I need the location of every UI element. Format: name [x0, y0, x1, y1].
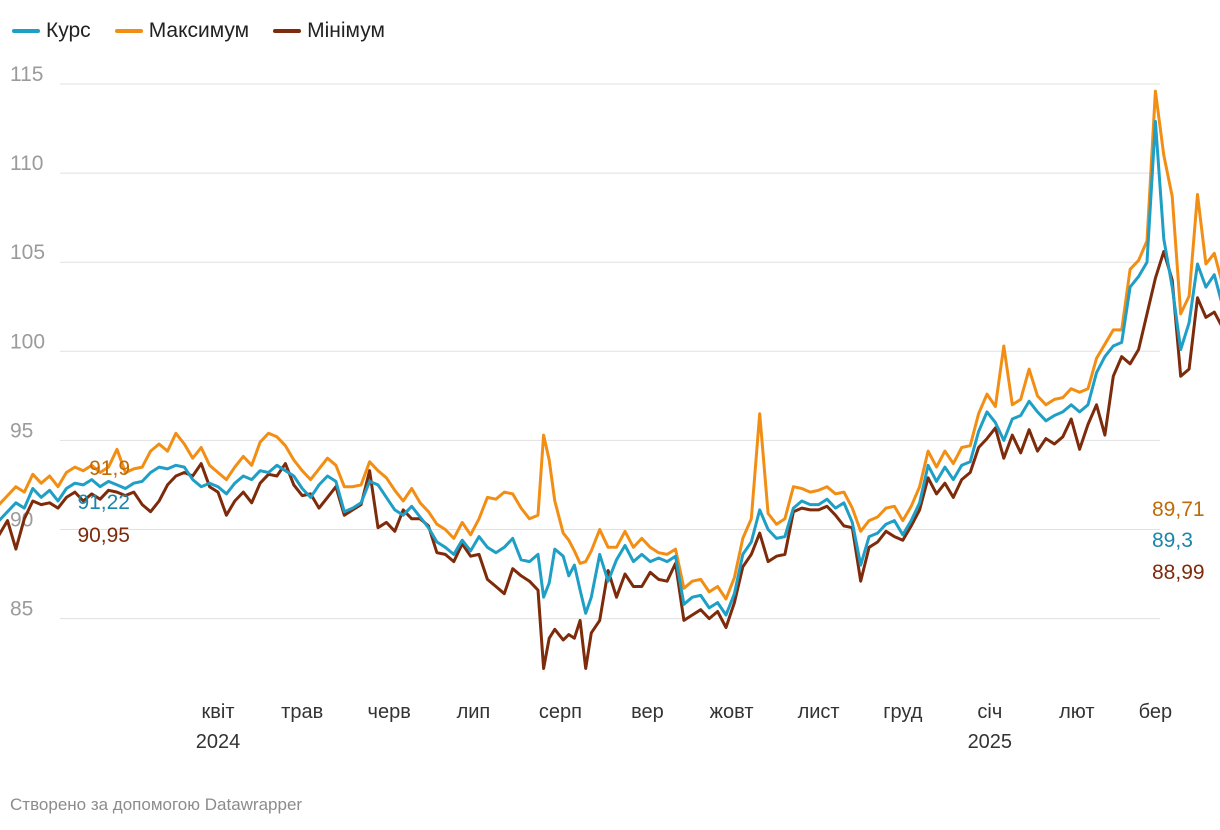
legend-item: Мінімум [273, 19, 385, 43]
credit-text: Створено за допомогою Datawrapper [10, 795, 303, 814]
legend-swatch [12, 29, 40, 33]
series-line [0, 119, 1220, 617]
series-start-label: 91,9 [89, 457, 130, 480]
x-tick-label: жовт [710, 701, 754, 723]
x-tick-label: груд [883, 701, 923, 723]
y-tick-label: 105 [10, 241, 45, 264]
legend-label: Курс [46, 19, 91, 42]
x-tick-label: квіт [202, 701, 235, 723]
chart-legend: Курс Максимум Мінімум [12, 16, 409, 46]
series-end-label: 88,99 [1152, 561, 1205, 584]
x-tick-year-label: 2025 [968, 731, 1013, 753]
y-tick-label: 85 [10, 598, 33, 621]
legend-swatch [273, 29, 302, 33]
x-tick-label: серп [539, 701, 582, 723]
series-start-label: 91,22 [77, 491, 130, 514]
series-end-label: 89,3 [1152, 529, 1193, 552]
y-tick-label: 115 [10, 63, 43, 86]
legend-label: Мінімум [307, 19, 385, 42]
legend-label: Максимум [148, 19, 250, 42]
legend-item: Курс [12, 19, 91, 43]
series-end-label: 89,71 [1152, 498, 1205, 521]
x-tick-year-label: 2024 [196, 731, 241, 753]
y-tick-label: 110 [10, 152, 43, 175]
x-tick-label: бер [1139, 701, 1172, 723]
series-start-label: 90,95 [77, 524, 130, 547]
x-tick-label: січ [977, 701, 1002, 723]
series-line [0, 250, 1220, 670]
y-tick-label: 95 [10, 419, 33, 442]
x-tick-label: лют [1059, 701, 1094, 723]
legend-swatch [114, 29, 143, 33]
x-tick-label: лип [457, 701, 491, 723]
legend-item: Максимум [114, 19, 250, 43]
y-tick-label: 100 [10, 330, 45, 353]
x-tick-label: лист [798, 701, 840, 723]
x-tick-label: черв [368, 701, 411, 723]
x-tick-label: вер [631, 701, 664, 723]
x-tick-label: трав [281, 701, 323, 723]
series-line [0, 89, 1220, 601]
